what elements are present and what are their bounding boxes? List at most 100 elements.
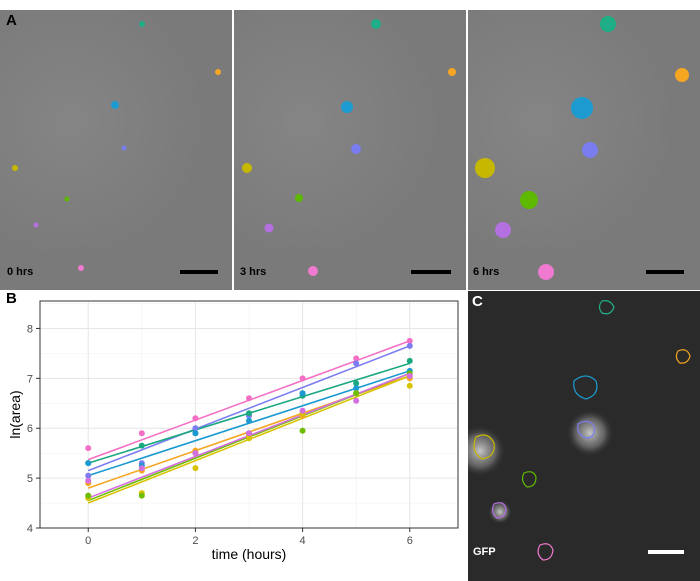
colony-teal <box>371 19 381 29</box>
y-tick-label: 6 <box>27 423 33 435</box>
data-point <box>246 435 252 442</box>
data-point <box>353 360 360 367</box>
frame-3hrs: 3 hrs <box>234 10 466 290</box>
fit-line <box>87 345 411 472</box>
colony-pink <box>78 265 84 271</box>
frame-0hrs: A 0 hrs <box>0 10 232 290</box>
data-point <box>353 380 360 387</box>
colony-yellow <box>12 165 18 171</box>
data-point <box>406 382 413 389</box>
data-point <box>353 390 360 397</box>
panel-letter-a: A <box>6 12 17 29</box>
data-point <box>85 492 92 499</box>
data-point <box>246 417 252 424</box>
data-point <box>192 425 199 432</box>
colony-green <box>520 191 538 209</box>
colony-yellow <box>475 158 495 178</box>
panel-letter-b: B <box>6 290 17 307</box>
gfp-label: GFP <box>473 546 496 558</box>
x-tick-label: 4 <box>300 535 306 547</box>
y-tick-label: 5 <box>27 473 33 485</box>
colony-blue <box>571 97 593 119</box>
data-point <box>192 465 199 472</box>
x-axis-label: time (hours) <box>212 546 287 562</box>
data-point <box>406 342 413 349</box>
time-label: 3 hrs <box>240 266 267 278</box>
frame-6hrs-colonies <box>475 16 689 280</box>
outline-orange <box>675 349 691 364</box>
data-point <box>85 477 92 484</box>
scale-bar <box>411 270 451 274</box>
gfp-cluster-bottom <box>488 500 512 524</box>
y-axis-label: ln(area) <box>7 390 23 438</box>
outline-teal <box>598 300 615 315</box>
growth-chart: 4 5 6 7 8 0 2 4 6 time (hours) ln(area) <box>7 300 459 562</box>
colony-green <box>295 194 303 202</box>
colony-violet <box>121 145 127 151</box>
scale-bar <box>648 550 684 554</box>
data-point <box>85 445 92 452</box>
time-label: 6 hrs <box>473 266 500 278</box>
colony-purple <box>264 223 274 233</box>
data-point <box>299 390 306 397</box>
outline-yellow <box>473 434 495 460</box>
outline-pink <box>537 543 554 561</box>
outline-green <box>521 471 537 488</box>
x-tick-label: 2 <box>192 535 198 547</box>
data-point <box>246 395 252 402</box>
data-point <box>192 415 199 422</box>
y-tick-label: 8 <box>27 323 33 335</box>
colony-orange <box>448 68 456 76</box>
y-tick-label: 4 <box>27 523 33 535</box>
frame-3hrs-colonies <box>242 19 456 276</box>
colony-pink <box>308 266 318 276</box>
scale-bar <box>180 270 218 274</box>
colony-purple <box>495 222 511 238</box>
colony-pink <box>538 264 554 280</box>
data-point <box>299 407 306 414</box>
colony-purple <box>33 222 39 228</box>
data-point <box>246 410 252 417</box>
data-point <box>406 357 413 364</box>
y-tick-label: 7 <box>27 373 33 385</box>
frame-6hrs: 6 hrs <box>468 10 700 290</box>
data-point <box>138 442 145 449</box>
data-point <box>85 460 92 467</box>
colony-blue <box>111 101 119 109</box>
panel-letter-c: C <box>472 293 483 310</box>
data-point <box>138 465 145 472</box>
time-label: 0 hrs <box>7 266 34 278</box>
gfp-frame: C GFP <box>468 291 700 581</box>
colony-blue <box>341 101 353 113</box>
data-point <box>299 427 306 434</box>
plot-border <box>39 300 459 529</box>
data-point <box>85 472 92 479</box>
colony-violet <box>351 144 361 154</box>
gfp-cluster-left <box>468 425 506 477</box>
data-point <box>138 492 145 499</box>
outline-blue <box>573 375 598 400</box>
data-point <box>246 430 252 437</box>
data-point <box>192 450 199 457</box>
colony-violet <box>582 142 598 158</box>
data-point <box>406 337 413 344</box>
colony-green <box>64 196 70 202</box>
colony-orange <box>675 68 689 82</box>
data-point <box>406 372 413 379</box>
colony-yellow <box>242 163 252 173</box>
data-point <box>353 355 360 362</box>
data-point <box>353 385 360 392</box>
colony-teal <box>139 21 145 27</box>
outline-purple <box>491 502 507 519</box>
data-point <box>138 430 145 437</box>
outline-violet <box>577 420 595 439</box>
gfp-cluster-center <box>566 409 614 457</box>
data-point <box>299 375 306 382</box>
x-tick-label: 0 <box>85 535 91 547</box>
data-point <box>192 430 199 437</box>
gfp-outlines <box>468 300 691 561</box>
data-point <box>353 397 360 404</box>
colony-teal <box>600 16 616 32</box>
frame-0hrs-colonies <box>12 21 221 271</box>
colony-orange <box>215 69 221 75</box>
